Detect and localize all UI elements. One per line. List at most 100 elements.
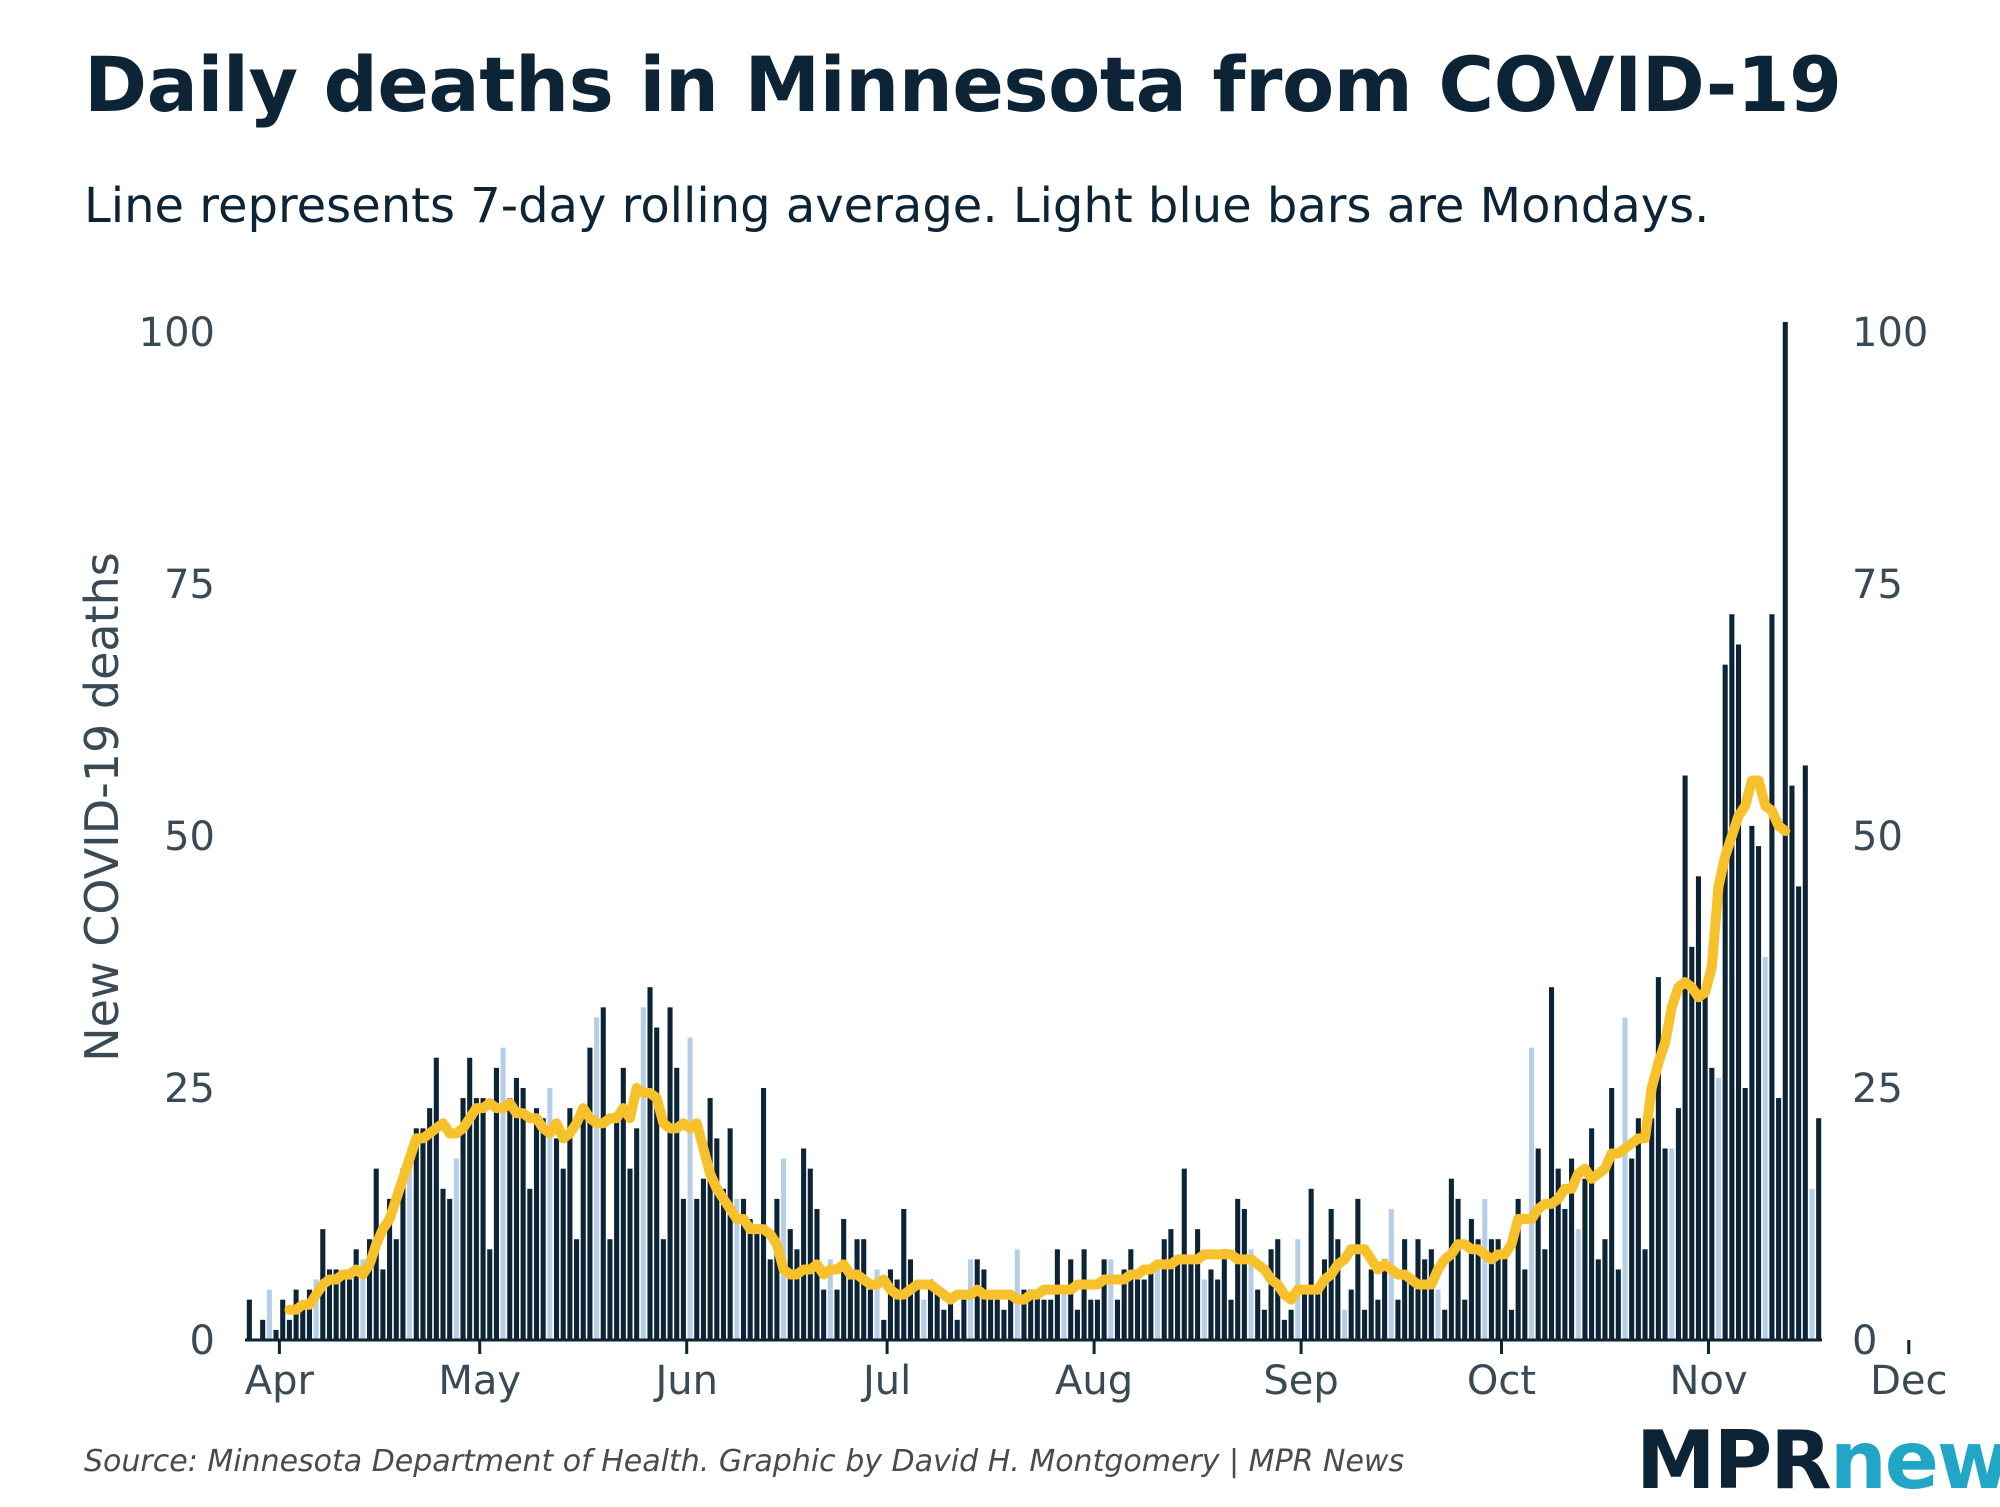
- daily-bar: [1542, 1249, 1548, 1340]
- y-tick-label: 25: [164, 1066, 215, 1112]
- daily-bar: [280, 1299, 286, 1340]
- daily-bar: [1228, 1299, 1234, 1340]
- daily-bar: [400, 1168, 406, 1340]
- monday-bar: [453, 1158, 459, 1340]
- daily-bar: [927, 1279, 934, 1340]
- daily-bar: [1235, 1198, 1241, 1340]
- y-tick-label: 100: [139, 310, 215, 356]
- daily-bar: [1722, 664, 1728, 1340]
- daily-bar: [747, 1219, 753, 1340]
- chart-title: Daily deaths in Minnesota from COVID-19: [84, 40, 1842, 129]
- daily-bar: [560, 1168, 566, 1340]
- daily-bar: [1121, 1269, 1127, 1340]
- daily-bar: [427, 1108, 433, 1340]
- daily-bar: [1161, 1239, 1167, 1340]
- y-tick-label-right: 75: [1852, 562, 1903, 608]
- daily-bar: [527, 1188, 533, 1340]
- daily-bar: [1442, 1309, 1448, 1340]
- daily-bar: [540, 1118, 546, 1340]
- daily-bar: [1141, 1279, 1147, 1340]
- daily-bar: [1535, 1148, 1541, 1340]
- bar-series: [246, 321, 1822, 1340]
- daily-bar: [1589, 1128, 1595, 1340]
- daily-bar: [346, 1279, 353, 1340]
- y-tick-label: 50: [164, 814, 215, 860]
- daily-bar: [1495, 1239, 1501, 1340]
- daily-bar: [767, 1259, 773, 1340]
- daily-bar: [1422, 1259, 1428, 1340]
- daily-bar: [1335, 1239, 1341, 1340]
- monday-bar: [547, 1088, 553, 1340]
- monday-bar: [360, 1259, 366, 1340]
- daily-bar: [520, 1088, 526, 1340]
- daily-bar: [1362, 1309, 1368, 1340]
- daily-bar: [1321, 1259, 1328, 1340]
- daily-bar: [553, 1138, 560, 1340]
- daily-bar: [1555, 1168, 1561, 1340]
- daily-bar: [493, 1067, 499, 1340]
- monday-bar: [1715, 1077, 1722, 1340]
- daily-bar: [814, 1208, 820, 1340]
- daily-bar: [326, 1269, 333, 1340]
- x-tick-label: Dec: [1870, 1358, 1947, 1404]
- daily-bar: [1128, 1249, 1134, 1340]
- daily-bar: [1281, 1319, 1287, 1340]
- daily-bar: [1549, 987, 1555, 1340]
- daily-bar: [1682, 775, 1688, 1340]
- x-axis: Apr May Jun Jul Aug Sep Oct Nov Dec: [245, 1340, 1948, 1404]
- monday-bar: [827, 1259, 833, 1340]
- daily-bar: [674, 1067, 680, 1340]
- daily-bar: [714, 1138, 720, 1340]
- monday-bar: [1435, 1289, 1441, 1340]
- daily-bar: [1168, 1229, 1174, 1340]
- daily-bar: [867, 1289, 873, 1340]
- daily-bar: [567, 1108, 573, 1340]
- daily-bar: [1041, 1299, 1047, 1340]
- monday-bar: [266, 1289, 272, 1340]
- daily-bar: [1255, 1289, 1261, 1340]
- daily-bar: [340, 1279, 346, 1340]
- daily-bar: [901, 1208, 907, 1340]
- x-tick-label: Sep: [1263, 1358, 1338, 1404]
- daily-bar: [533, 1108, 540, 1340]
- logo-mpr-text: MPR: [1636, 1414, 1832, 1507]
- daily-bar: [854, 1239, 860, 1340]
- y-tick-label: 0: [190, 1318, 215, 1364]
- daily-bar: [801, 1148, 807, 1340]
- daily-bar: [1195, 1229, 1201, 1340]
- daily-bar: [1615, 1269, 1621, 1340]
- daily-bar: [1609, 1088, 1615, 1340]
- daily-bar: [961, 1299, 967, 1340]
- daily-bar: [1522, 1269, 1528, 1340]
- daily-bar: [1008, 1299, 1014, 1340]
- daily-bar: [1395, 1299, 1401, 1340]
- daily-bar: [1462, 1299, 1468, 1340]
- daily-bar: [1675, 1108, 1681, 1340]
- daily-bar: [1028, 1289, 1034, 1340]
- daily-bar: [1642, 1249, 1648, 1340]
- daily-bar: [1068, 1259, 1074, 1340]
- daily-bar: [727, 1128, 733, 1340]
- daily-bar: [387, 1198, 393, 1340]
- y-tick-label-right: 50: [1852, 814, 1903, 860]
- monday-bar: [1762, 956, 1768, 1340]
- daily-bar: [907, 1259, 913, 1340]
- daily-bar: [1582, 1178, 1588, 1340]
- daily-bar: [1382, 1259, 1388, 1340]
- daily-bar: [507, 1098, 513, 1340]
- daily-bar: [447, 1198, 453, 1340]
- daily-bar: [988, 1299, 994, 1340]
- mpr-news-logo: MPRnews: [1636, 1414, 2000, 1507]
- daily-bar: [1148, 1269, 1154, 1340]
- y-axis-left: 0 25 50 75 100: [139, 310, 215, 1364]
- monday-bar: [874, 1269, 880, 1340]
- monday-bar: [1061, 1289, 1067, 1340]
- logo-news-text: news: [1829, 1414, 2000, 1507]
- daily-bar: [654, 1027, 660, 1340]
- daily-bar: [1789, 785, 1795, 1340]
- x-tick-label: Oct: [1467, 1358, 1536, 1404]
- y-tick-label-right: 25: [1852, 1066, 1903, 1112]
- daily-bar: [1515, 1198, 1521, 1340]
- daily-bar: [1569, 1158, 1575, 1340]
